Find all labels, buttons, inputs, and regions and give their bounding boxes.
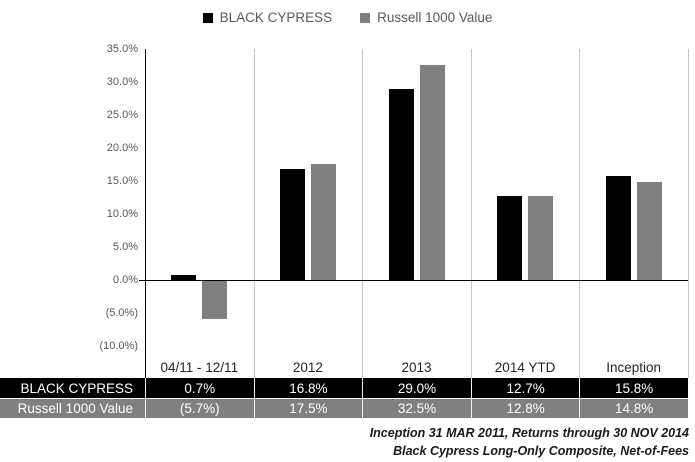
- table-cell-russell-1000-value-2014-ytd: 12.8%: [470, 398, 580, 418]
- table-cell-black-cypress-2014-ytd: 12.7%: [470, 378, 580, 398]
- y-axis-tick-label: 0.0%: [112, 274, 138, 286]
- x-axis-zero-line: [145, 280, 688, 281]
- bar-black-cypress-inception: [606, 176, 631, 280]
- legend-label-black-cypress: BLACK CYPRESS: [219, 10, 333, 25]
- table-header-2014-ytd: 2014 YTD: [494, 360, 556, 375]
- footnote-line-2: Black Cypress Long-Only Composite, Net-o…: [393, 444, 689, 458]
- table-cell-russell-1000-value-2012: 17.5%: [253, 398, 363, 418]
- table-cell-black-cypress-2013: 29.0%: [362, 378, 471, 398]
- legend-key-icon-black-cypress: [202, 12, 213, 23]
- table-header-2012: 2012: [292, 360, 323, 375]
- legend-item-black-cypress: BLACK CYPRESS: [202, 10, 333, 25]
- y-axis-tick-label: 20.0%: [106, 142, 138, 154]
- bar-russell-1000-value-inception: [637, 182, 662, 280]
- footnotes: Inception 31 MAR 2011, Returns through 3…: [370, 424, 689, 460]
- bar-russell-1000-value-2012: [311, 164, 336, 280]
- y-axis-tick-label: 25.0%: [106, 109, 138, 121]
- bar-black-cypress-2012: [280, 169, 305, 280]
- footnote-line-1: Inception 31 MAR 2011, Returns through 3…: [369, 426, 689, 440]
- legend-label-russell-1000-value: Russell 1000 Value: [377, 10, 493, 25]
- table-header-04-11-12-11: 04/11 - 12/11: [160, 360, 239, 375]
- legend-item-russell-1000-value: Russell 1000 Value: [360, 10, 492, 25]
- bar-russell-1000-value-2014-ytd: [528, 196, 553, 280]
- data-table: 04/11 - 12/11 2012 2013 2014 YTD Inception BL…: [0, 357, 688, 418]
- y-axis-tick-label: 30.0%: [106, 76, 138, 88]
- bar-black-cypress-2013: [389, 89, 414, 280]
- y-axis-tick-label: 35.0%: [106, 43, 138, 55]
- table-cell-russell-1000-value-2013: 32.5%: [362, 398, 471, 418]
- chart-legend: BLACK CYPRESS Russell 1000 Value: [0, 10, 695, 25]
- table-row-label-black-cypress: BLACK CYPRESS: [0, 378, 145, 398]
- y-axis-tick-label: (10.0%): [99, 340, 138, 352]
- table-cell-russell-1000-value-04-11-12-11: (5.7%): [145, 398, 254, 418]
- y-axis-line: [145, 49, 146, 378]
- gridline: [579, 49, 580, 378]
- table-cell-black-cypress-2012: 16.8%: [253, 378, 363, 398]
- y-axis-tick-label: 5.0%: [112, 241, 138, 253]
- legend-key-icon-russell-1000-value: [360, 12, 371, 23]
- table-cell-black-cypress-inception: 15.8%: [579, 378, 688, 398]
- gridline: [254, 49, 255, 378]
- gridline: [471, 49, 472, 378]
- y-axis-tick-label: 15.0%: [106, 175, 138, 187]
- table-header-inception: Inception: [606, 360, 662, 375]
- bar-russell-1000-value-04-11-12-11: [202, 281, 227, 319]
- y-axis-tick-label: 10.0%: [106, 208, 138, 220]
- gridline: [362, 49, 363, 378]
- gridline: [688, 49, 689, 378]
- zero-tick: [139, 280, 145, 281]
- bar-black-cypress-04-11-12-11: [171, 275, 196, 280]
- table-corner-cell: [0, 357, 145, 378]
- table-row-label-russell-1000-value: Russell 1000 Value: [0, 398, 145, 418]
- table-header-2013: 2013: [401, 360, 432, 375]
- table-cell-russell-1000-value-inception: 14.8%: [579, 398, 688, 418]
- bar-black-cypress-2014-ytd: [497, 196, 522, 280]
- table-cell-black-cypress-04-11-12-11: 0.7%: [145, 378, 254, 398]
- bar-russell-1000-value-2013: [420, 65, 445, 280]
- y-axis-tick-label: (5.0%): [105, 307, 138, 319]
